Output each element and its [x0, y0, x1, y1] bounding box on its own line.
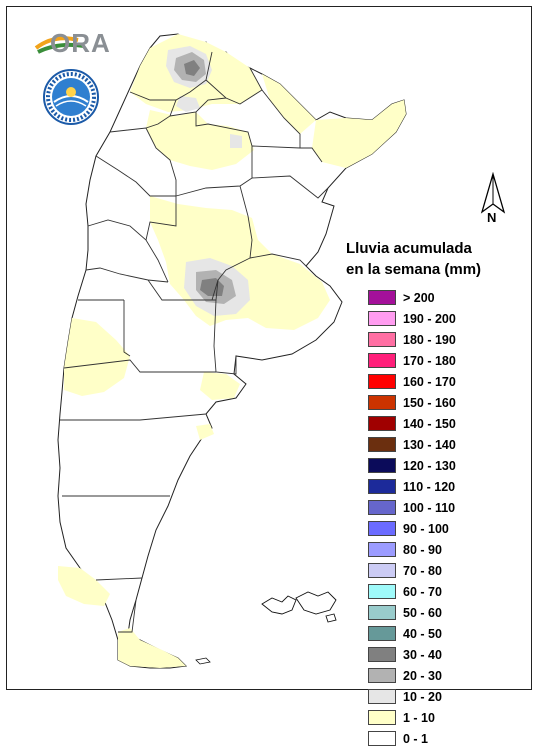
legend-swatch — [368, 689, 396, 704]
legend-label: 20 - 30 — [403, 668, 442, 683]
legend-row: 100 - 110 — [368, 497, 456, 518]
legend-swatch — [368, 584, 396, 599]
legend-row: 110 - 120 — [368, 476, 456, 497]
legend-title-line2: en la semana (mm) — [346, 261, 482, 278]
legend-swatch — [368, 311, 396, 326]
legend-swatch — [368, 416, 396, 431]
legend-label: 1 - 10 — [403, 710, 435, 725]
legend-swatch — [368, 353, 396, 368]
legend-swatch — [368, 542, 396, 557]
legend-row: 20 - 30 — [368, 665, 456, 686]
legend-label: > 200 — [403, 290, 435, 305]
legend-swatch — [368, 521, 396, 536]
legend-label: 10 - 20 — [403, 689, 442, 704]
malvinas-islands — [261, 591, 337, 623]
map-frame — [6, 6, 532, 690]
legend-row: 80 - 90 — [368, 539, 456, 560]
legend-label: 170 - 180 — [403, 353, 456, 368]
legend-row: 1 - 10 — [368, 707, 456, 728]
legend: > 200 190 - 200 180 - 190 170 - 180 160 - 17… — [368, 287, 456, 749]
legend-label: 120 - 130 — [403, 458, 456, 473]
legend-row: 60 - 70 — [368, 581, 456, 602]
legend-swatch — [368, 563, 396, 578]
legend-swatch — [368, 290, 396, 305]
legend-label: 70 - 80 — [403, 563, 442, 578]
legend-row: 190 - 200 — [368, 308, 456, 329]
legend-swatch — [368, 374, 396, 389]
legend-swatch — [368, 647, 396, 662]
ora-logo-text: ORA — [50, 28, 111, 58]
legend-row: 90 - 100 — [368, 518, 456, 539]
legend-swatch — [368, 710, 396, 725]
legend-label: 110 - 120 — [403, 479, 456, 494]
legend-row: 0 - 1 — [368, 728, 456, 749]
legend-row: 150 - 160 — [368, 392, 456, 413]
legend-label: 130 - 140 — [403, 437, 456, 452]
legend-swatch — [368, 626, 396, 641]
legend-label: 100 - 110 — [403, 500, 456, 515]
legend-label: 180 - 190 — [403, 332, 456, 347]
legend-row: 170 - 180 — [368, 350, 456, 371]
legend-row: 10 - 20 — [368, 686, 456, 707]
legend-label: 50 - 60 — [403, 605, 442, 620]
province-boundaries — [60, 51, 329, 633]
legend-swatch — [368, 605, 396, 620]
legend-swatch — [368, 458, 396, 473]
legend-swatch — [368, 500, 396, 515]
north-arrow-icon — [480, 172, 506, 214]
legend-swatch — [368, 395, 396, 410]
legend-swatch — [368, 731, 396, 746]
argentina-outline — [57, 33, 407, 669]
legend-title: Lluvia acumulada en la semana (mm) — [346, 238, 526, 280]
legend-label: 30 - 40 — [403, 647, 442, 662]
legend-label: 80 - 90 — [403, 542, 442, 557]
legend-row: 180 - 190 — [368, 329, 456, 350]
smn-seal-icon — [43, 69, 99, 125]
legend-swatch — [368, 437, 396, 452]
legend-label: 160 - 170 — [403, 374, 456, 389]
legend-row: 40 - 50 — [368, 623, 456, 644]
legend-title-line1: Lluvia acumulada — [346, 240, 472, 257]
legend-label: 40 - 50 — [403, 626, 442, 641]
ora-logo-icon — [34, 36, 85, 54]
legend-label: 140 - 150 — [403, 416, 456, 431]
legend-row: 140 - 150 — [368, 413, 456, 434]
isla-de-los-estados — [195, 657, 211, 665]
legend-row: 30 - 40 — [368, 644, 456, 665]
legend-label: 0 - 1 — [403, 731, 429, 746]
legend-label: 90 - 100 — [403, 521, 449, 536]
legend-swatch — [368, 479, 396, 494]
legend-label: 150 - 160 — [403, 395, 456, 410]
legend-swatch — [368, 332, 396, 347]
legend-row: 120 - 130 — [368, 455, 456, 476]
legend-row: 70 - 80 — [368, 560, 456, 581]
legend-row: > 200 — [368, 287, 456, 308]
legend-row: 50 - 60 — [368, 602, 456, 623]
legend-label: 190 - 200 — [403, 311, 456, 326]
legend-row: 160 - 170 — [368, 371, 456, 392]
legend-row: 130 - 140 — [368, 434, 456, 455]
north-label: N — [487, 210, 497, 225]
legend-swatch — [368, 668, 396, 683]
argentina-rainfall-map — [57, 33, 407, 669]
legend-label: 60 - 70 — [403, 584, 442, 599]
